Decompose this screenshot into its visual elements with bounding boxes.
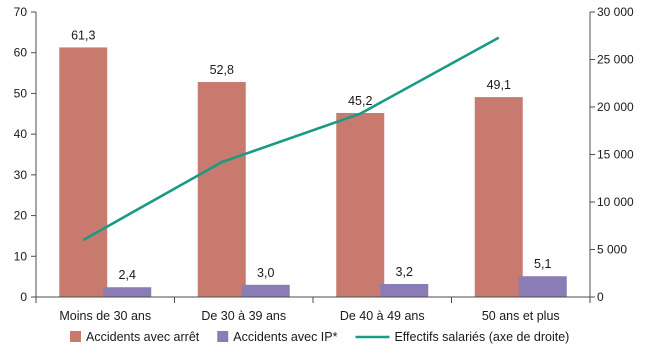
left-tick-label: 50 xyxy=(14,86,28,100)
legend-swatch xyxy=(217,331,229,342)
right-tick-label: 30 000 xyxy=(597,5,634,19)
right-tick-label: 15 000 xyxy=(597,148,634,162)
bar-data-label: 2,4 xyxy=(119,268,136,282)
line-series xyxy=(82,36,500,242)
left-tick-label: 10 xyxy=(14,249,28,263)
bar xyxy=(336,112,385,297)
bar-data-label: 61,3 xyxy=(71,28,95,42)
axes xyxy=(35,12,591,303)
legend: Accidents avec arrêt Accidents avec IP* Ef… xyxy=(70,330,569,344)
bar xyxy=(241,284,290,297)
bar-data-label: 3,0 xyxy=(257,266,274,280)
right-tick-label: 25 000 xyxy=(597,53,634,67)
bar-data-label: 5,1 xyxy=(534,257,551,271)
bar xyxy=(380,283,429,297)
category-label: Moins de 30 ans xyxy=(59,309,151,323)
bar xyxy=(197,82,246,298)
right-tick-label: 10 000 xyxy=(597,195,634,209)
left-tick-label: 40 xyxy=(14,127,28,141)
left-tick-label: 0 xyxy=(20,290,27,304)
bar xyxy=(103,287,152,297)
category-label: De 30 à 39 ans xyxy=(201,309,286,323)
bars xyxy=(59,47,567,298)
data-labels: 61,3 52,8 45,2 49,1 2,4 3,0 3,2 5,1 xyxy=(71,28,551,282)
bar-data-label: 3,2 xyxy=(396,265,413,279)
left-tick-label: 60 xyxy=(14,46,28,60)
left-tick-label: 70 xyxy=(14,5,28,19)
series-line xyxy=(82,36,500,242)
right-axis: 0 5 000 10 000 15 000 20 000 25 000 30 000 xyxy=(590,5,634,304)
category-label: De 40 à 49 ans xyxy=(340,309,425,323)
left-tick-label: 30 xyxy=(14,168,28,182)
legend-label: Effectifs salariés (axe de droite) xyxy=(394,330,569,344)
bar-data-label: 45,2 xyxy=(348,94,372,108)
bar-data-label: 52,8 xyxy=(210,63,234,77)
right-tick-label: 20 000 xyxy=(597,100,634,114)
right-tick-label: 0 xyxy=(597,290,604,304)
category-label: 50 ans et plus xyxy=(482,309,560,323)
bar-data-label: 49,1 xyxy=(487,78,511,92)
bar xyxy=(59,47,108,297)
bar xyxy=(518,276,567,297)
legend-label: Accidents avec IP* xyxy=(233,330,337,344)
right-tick-label: 5 000 xyxy=(597,243,627,257)
category-labels: Moins de 30 ans De 30 à 39 ans De 40 à 49 … xyxy=(59,309,559,323)
left-tick-label: 20 xyxy=(14,209,28,223)
legend-label: Accidents avec arrêt xyxy=(86,330,200,344)
bar xyxy=(474,97,523,297)
left-axis: 0 10 20 30 40 50 60 70 xyxy=(14,5,36,304)
legend-swatch xyxy=(70,331,81,342)
